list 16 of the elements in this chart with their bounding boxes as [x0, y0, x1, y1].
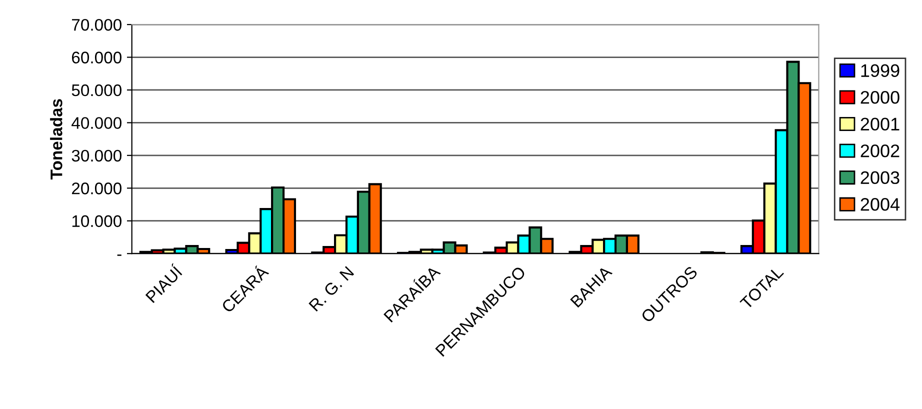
legend-label: 2001: [860, 118, 900, 131]
y-axis-title: Toneladas: [50, 99, 62, 180]
y-tick-label: 10.000: [72, 215, 122, 228]
y-tick-label: 60.000: [72, 52, 122, 64]
y-tick-label: 20.000: [72, 182, 122, 194]
legend-label: 2002: [860, 144, 900, 158]
y-tick-label: 50.000: [72, 84, 122, 96]
y-tick-label: -: [117, 254, 122, 256]
x-tick-label: R. G. N: [308, 266, 354, 312]
legend-label: 2003: [860, 171, 900, 184]
legend-label: 2004: [860, 198, 900, 211]
y-tick-label: 30.000: [72, 150, 122, 162]
legend-label: 2000: [860, 90, 900, 104]
legend-label: 1999: [861, 64, 900, 77]
y-tick-label: 70.000: [72, 18, 122, 31]
y-tick-label: 40.000: [72, 117, 122, 129]
